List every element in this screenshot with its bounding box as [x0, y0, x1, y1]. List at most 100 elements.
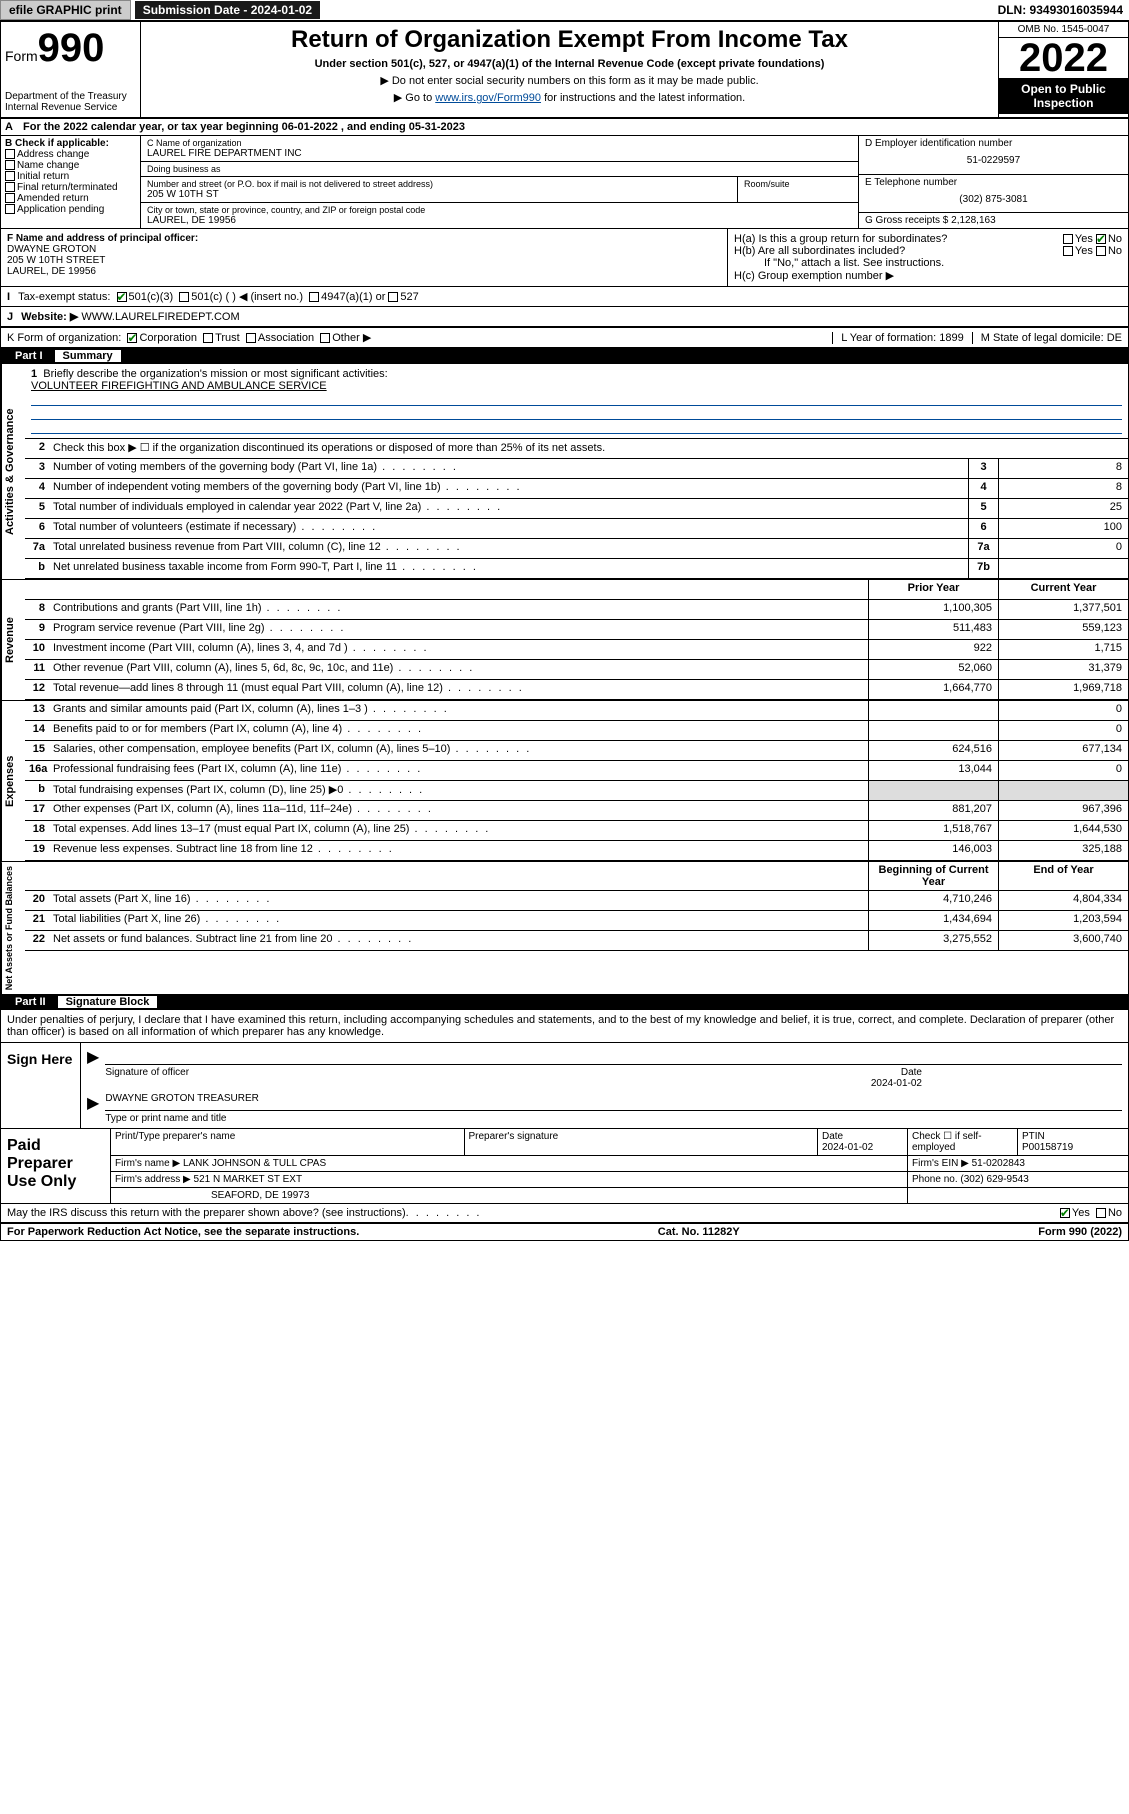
website-label: Website: ▶ — [21, 310, 78, 323]
top-bar: efile GRAPHIC print Submission Date - 20… — [0, 0, 1129, 21]
street: 205 W 10TH ST — [147, 189, 731, 200]
sig-date-label: Date — [901, 1067, 922, 1078]
officer-name: DWAYNE GROTON — [7, 244, 721, 255]
prior-year-hdr: Prior Year — [868, 580, 998, 599]
chk-amended[interactable] — [5, 193, 15, 203]
sig-officer-label: Signature of officer — [105, 1067, 189, 1078]
tax-year: 2022 — [999, 38, 1128, 78]
chk-address-change[interactable] — [5, 149, 15, 159]
sig-date: 2024-01-02 — [105, 1078, 1122, 1089]
officer-addr2: LAUREL, DE 19956 — [7, 266, 721, 277]
chk-corp[interactable] — [127, 333, 137, 343]
summary-row: 22Net assets or fund balances. Subtract … — [25, 931, 1128, 951]
hb-note: If "No," attach a list. See instructions… — [734, 257, 1122, 269]
ein-label: D Employer identification number — [865, 138, 1122, 149]
side-revenue: Revenue — [1, 580, 25, 700]
part1-header: Part ISummary — [1, 348, 1128, 364]
sign-here: Sign Here — [1, 1043, 81, 1128]
dln: DLN: 93493016035944 — [998, 3, 1129, 17]
prep-date-label: Date — [822, 1131, 843, 1142]
summary-row: 9Program service revenue (Part VIII, lin… — [25, 620, 1128, 640]
form-header: Form990 Department of the Treasury Inter… — [1, 22, 1128, 119]
tax-status-label: Tax-exempt status: — [18, 291, 110, 303]
dba-label: Doing business as — [147, 164, 852, 174]
summary-row: 12Total revenue—add lines 8 through 11 (… — [25, 680, 1128, 700]
sig-arrow-icon: ▶ — [87, 1047, 99, 1089]
form-title: Return of Organization Exempt From Incom… — [149, 26, 990, 54]
form-label: Form — [5, 48, 38, 64]
hb-no[interactable] — [1096, 246, 1106, 256]
chk-app-pending[interactable] — [5, 204, 15, 214]
chk-4947[interactable] — [309, 292, 319, 302]
street-label: Number and street (or P.O. box if mail i… — [147, 179, 731, 189]
firm-addr: 521 N MARKET ST EXT — [194, 1174, 303, 1185]
open-inspection: Open to Public Inspection — [999, 78, 1128, 114]
firm-name-label: Firm's name ▶ — [115, 1158, 180, 1169]
hb-yes[interactable] — [1063, 246, 1073, 256]
firm-ein: 51-0202843 — [972, 1158, 1025, 1169]
paid-preparer: Paid Preparer Use Only — [1, 1129, 111, 1203]
side-governance: Activities & Governance — [1, 364, 25, 579]
goto-post: for instructions and the latest informat… — [541, 92, 745, 104]
summary-row: bTotal fundraising expenses (Part IX, co… — [25, 781, 1128, 801]
summary-row: 21Total liabilities (Part X, line 26)1,4… — [25, 911, 1128, 931]
ha-label: H(a) Is this a group return for subordin… — [734, 233, 947, 245]
col-b-checkboxes: B Check if applicable: Address change Na… — [1, 136, 141, 228]
firm-ein-label: Firm's EIN ▶ — [912, 1158, 969, 1169]
efile-print-button[interactable]: efile GRAPHIC print — [0, 0, 131, 20]
form-990: Form990 Department of the Treasury Inter… — [0, 21, 1129, 1241]
discuss-q: May the IRS discuss this return with the… — [7, 1207, 406, 1219]
summary-row: 8Contributions and grants (Part VIII, li… — [25, 600, 1128, 620]
chk-527[interactable] — [388, 292, 398, 302]
summary-row: 14Benefits paid to or for members (Part … — [25, 721, 1128, 741]
chk-name-change[interactable] — [5, 160, 15, 170]
ptin: P00158719 — [1022, 1142, 1073, 1153]
ha-yes[interactable] — [1063, 234, 1073, 244]
firm-phone: (302) 629-9543 — [960, 1174, 1028, 1185]
hc-label: H(c) Group exemption number ▶ — [734, 269, 1122, 282]
sig-arrow-icon-2: ▶ — [87, 1093, 99, 1124]
telephone: (302) 875-3081 — [865, 194, 1122, 205]
chk-501c3[interactable] — [117, 292, 127, 302]
org-name-label: C Name of organization — [147, 138, 852, 148]
prep-name-label: Print/Type preparer's name — [115, 1131, 460, 1142]
paperwork-notice: For Paperwork Reduction Act Notice, see … — [7, 1226, 359, 1238]
prep-self-emp: Check ☐ if self-employed — [908, 1129, 1018, 1155]
firm-addr2: SEAFORD, DE 19973 — [111, 1188, 908, 1203]
discuss-yes[interactable] — [1060, 1208, 1070, 1218]
form-subtitle: Under section 501(c), 527, or 4947(a)(1)… — [149, 58, 990, 70]
firm-phone-label: Phone no. — [912, 1174, 958, 1185]
dept-treasury: Department of the Treasury Internal Reve… — [5, 91, 136, 113]
chk-trust[interactable] — [203, 333, 213, 343]
irs-link[interactable]: www.irs.gov/Form990 — [435, 92, 541, 104]
line-a-tax-year: AFor the 2022 calendar year, or tax year… — [1, 119, 1128, 136]
summary-row: 10Investment income (Part VIII, column (… — [25, 640, 1128, 660]
firm-addr-label: Firm's address ▶ — [115, 1174, 191, 1185]
summary-row: bNet unrelated business taxable income f… — [25, 559, 1128, 579]
form-footer: Form 990 (2022) — [1038, 1226, 1122, 1238]
ein: 51-0229597 — [865, 155, 1122, 166]
form-number: 990 — [38, 26, 105, 70]
officer-addr1: 205 W 10TH STREET — [7, 255, 721, 266]
gross-label: G Gross receipts $ — [865, 215, 948, 226]
chk-other[interactable] — [320, 333, 330, 343]
firm-name: LANK JOHNSON & TULL CPAS — [183, 1158, 326, 1169]
goto-pre: ▶ Go to — [394, 92, 435, 104]
summary-row: 11Other revenue (Part VIII, column (A), … — [25, 660, 1128, 680]
summary-row: 7aTotal unrelated business revenue from … — [25, 539, 1128, 559]
state-domicile: DE — [1107, 332, 1122, 344]
side-net-assets: Net Assets or Fund Balances — [1, 862, 25, 994]
discuss-no[interactable] — [1096, 1208, 1106, 1218]
summary-row: 5Total number of individuals employed in… — [25, 499, 1128, 519]
org-name: LAUREL FIRE DEPARTMENT INC — [147, 148, 852, 159]
chk-assoc[interactable] — [246, 333, 256, 343]
city-label: City or town, state or province, country… — [147, 205, 852, 215]
mission-q: Briefly describe the organization's miss… — [43, 368, 387, 380]
chk-501c[interactable] — [179, 292, 189, 302]
current-year-hdr: Current Year — [998, 580, 1128, 599]
chk-initial-return[interactable] — [5, 171, 15, 181]
ha-no[interactable] — [1096, 234, 1106, 244]
chk-final-return[interactable] — [5, 182, 15, 192]
ptin-label: PTIN — [1022, 1131, 1045, 1142]
summary-row: 20Total assets (Part X, line 16)4,710,24… — [25, 891, 1128, 911]
